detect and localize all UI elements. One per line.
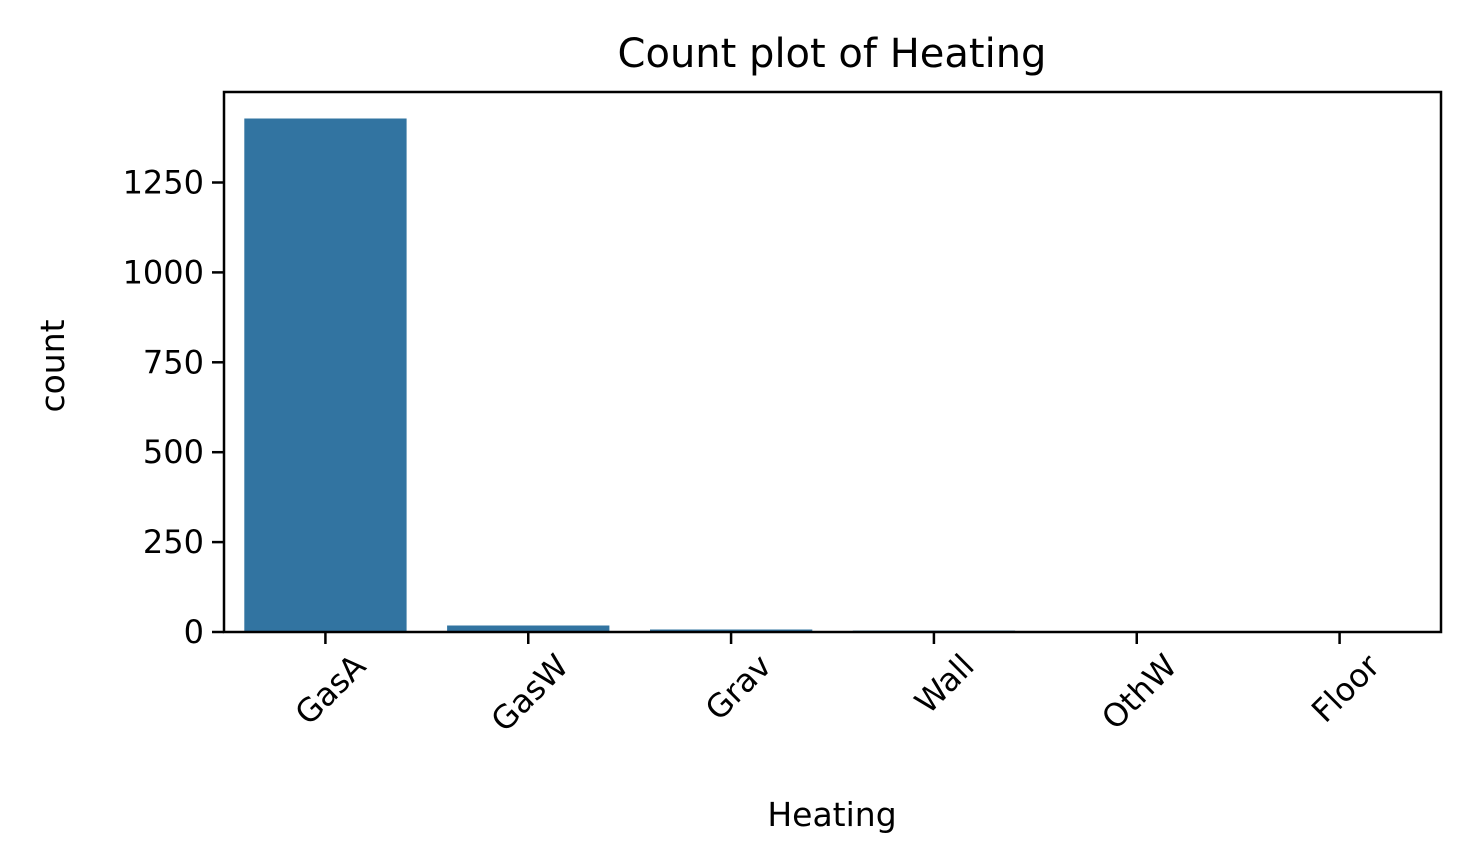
y-tick-label: 250 bbox=[143, 523, 204, 561]
x-tick-label: GasA bbox=[288, 647, 374, 733]
x-tick-label: Floor bbox=[1304, 646, 1388, 730]
y-tick-label: 1000 bbox=[123, 253, 204, 291]
x-tick-label: GasW bbox=[483, 647, 575, 739]
x-tick-label: OthW bbox=[1094, 647, 1184, 737]
y-tick-label: 750 bbox=[143, 343, 204, 381]
x-axis-label: Heating bbox=[767, 795, 896, 834]
x-axis: GasA GasW Grav Wall OthW Floor bbox=[288, 632, 1388, 739]
bar-gasa bbox=[244, 118, 407, 632]
y-tick-label: 0 bbox=[184, 613, 204, 651]
y-tick-label: 500 bbox=[143, 433, 204, 471]
bar-gasw bbox=[447, 625, 610, 632]
y-axis-label: count bbox=[33, 319, 72, 412]
x-tick-label: Grav bbox=[698, 647, 779, 728]
bars-group bbox=[244, 118, 1421, 632]
y-tick-label: 1250 bbox=[123, 164, 204, 202]
plot-frame bbox=[222, 90, 1443, 634]
y-axis: 0 250 500 750 1000 1250 bbox=[123, 164, 224, 651]
x-tick-label: Wall bbox=[907, 647, 981, 721]
chart-title: Count plot of Heating bbox=[618, 31, 1047, 77]
